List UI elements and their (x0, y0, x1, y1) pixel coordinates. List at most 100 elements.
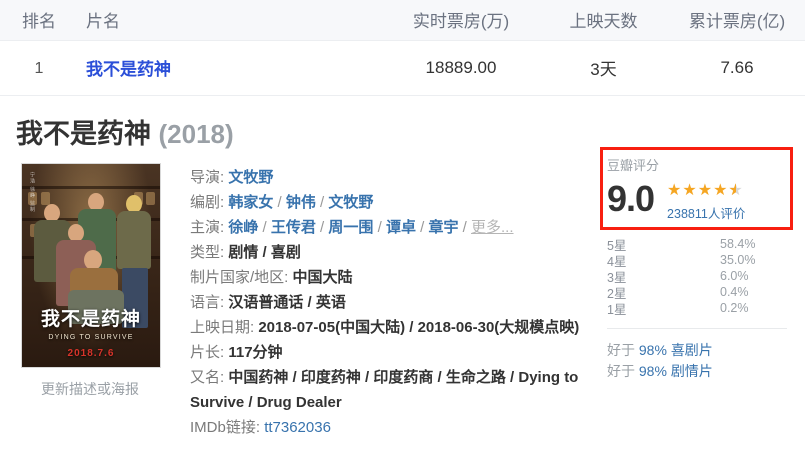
writer-link[interactable]: 文牧野 (328, 194, 374, 211)
rating-distribution: 5星 58.4% 4星 35.0% 3星 6.0% 2星 0.4% 1星 0.2… (607, 236, 797, 317)
cell-rank: 1 (0, 40, 78, 96)
better-than-section: 好于 98% 喜剧片 好于 98% 剧情片 (607, 340, 797, 382)
cast-more-link[interactable]: 更多... (471, 219, 514, 236)
rating-side: ★★★★★ 238811人评价 (667, 180, 745, 222)
genre-value: 剧情 / 喜剧 (228, 244, 301, 261)
box-office-table: 排名 片名 实时票房(万) 上映天数 累计票房(亿) 1 我不是药神 18889… (0, 0, 805, 96)
aka-label: 又名: (190, 369, 225, 386)
runtime-value: 117分钟 (228, 344, 283, 361)
info-row-language: 语言: 汉语普通话 / 英语 (190, 290, 590, 315)
writer-link[interactable]: 钟伟 (285, 194, 316, 211)
info-row-aka: 又名: 中国药神 / 印度药神 / 印度药商 / 生命之路 / Dying to… (190, 365, 590, 415)
director-link[interactable]: 文牧野 (228, 169, 274, 186)
distribution-percent: 6.0% (720, 269, 749, 283)
cast-link[interactable]: 徐峥 (228, 219, 259, 236)
distribution-bar-track (635, 288, 715, 297)
better-than-prefix: 好于 (607, 342, 635, 358)
genre-label: 类型: (190, 244, 225, 261)
column-header-realtime: 实时票房(万) (376, 0, 546, 41)
distribution-row[interactable]: 5星 58.4% (607, 236, 797, 253)
writer-link[interactable]: 韩家女 (228, 194, 274, 211)
poster-jar (41, 192, 50, 205)
distribution-percent: 35.0% (720, 253, 756, 267)
release-date-label: 上映日期: (190, 319, 255, 336)
country-label: 制片国家/地区: (190, 269, 289, 286)
poster-title-cn: 我不是药神 (40, 309, 141, 330)
cell-film-name: 我不是药神 (78, 40, 376, 96)
imdb-link[interactable]: tt7362036 (264, 419, 331, 436)
cell-days-released: 3天 (546, 40, 661, 96)
cell-total-boxoffice: 7.66 (661, 40, 805, 96)
rating-score: 9.0 (607, 178, 655, 219)
cast-link[interactable]: 章宇 (428, 219, 459, 236)
better-than-prefix: 好于 (607, 363, 635, 379)
info-row-cast: 主演: 徐峥 / 王传君 / 周一围 / 谭卓 / 章宇 / 更多... (190, 219, 514, 236)
writer-label: 编剧: (190, 194, 225, 211)
poster-side-credits: 宁浩 徐峥 监制 (29, 172, 35, 213)
poster-character-legs (122, 268, 148, 328)
distribution-bar-track (635, 272, 715, 281)
table-header: 排名 片名 实时票房(万) 上映天数 累计票房(亿) (0, 0, 805, 41)
distribution-row[interactable]: 4星 35.0% (607, 252, 797, 269)
better-than-percent[interactable]: 98% (638, 363, 667, 379)
director-label: 导演: (190, 169, 225, 186)
movie-title-link[interactable]: 我不是药神 (86, 60, 171, 79)
distribution-bar-track (635, 304, 715, 313)
star-full-icon: ★ (667, 182, 683, 199)
rating-panel: 豆瓣评分 9.0 ★★★★★ 238811人评价 5星 58.4% 4星 35.… (607, 155, 797, 382)
rating-main: 9.0 ★★★★★ 238811人评价 (607, 180, 797, 222)
info-row-runtime: 片长: 117分钟 (190, 340, 590, 365)
table-row: 1 我不是药神 18889.00 3天 7.66 (0, 40, 805, 96)
poster-release-date: 2018.7.6 (67, 348, 115, 359)
poster-character-head (44, 204, 60, 222)
distribution-row[interactable]: 1星 0.2% (607, 300, 797, 317)
country-value: 中国大陆 (292, 269, 353, 286)
cast-label: 主演: (190, 219, 225, 236)
release-date-value: 2018-07-05(中国大陆) / 2018-06-30(大规模点映) (258, 319, 580, 336)
poster-jar (28, 192, 37, 205)
better-than-genre[interactable]: 喜剧片 (670, 342, 713, 358)
cast-link[interactable]: 谭卓 (385, 219, 416, 236)
table-header-row: 排名 片名 实时票房(万) 上映天数 累计票房(亿) (0, 0, 805, 41)
movie-title-text: 我不是药神 (16, 119, 151, 149)
rating-count-link[interactable]: 238811人评价 (667, 207, 746, 221)
cast-link[interactable]: 周一围 (328, 219, 374, 236)
movie-info-column: 导演: 文牧野 编剧: 韩家女 / 钟伟 / 文牧野 主演: 徐峥 / 王传君 … (176, 163, 590, 440)
column-header-rank: 排名 (0, 0, 78, 41)
better-than-percent[interactable]: 98% (638, 342, 667, 358)
poster-jar (146, 192, 155, 205)
poster-character-legs (68, 290, 124, 324)
poster-title-en: DYING TO SURVIVE (48, 334, 134, 341)
distribution-label: 1星 (607, 302, 627, 317)
column-header-days: 上映天数 (546, 0, 661, 41)
star-rating-icon: ★★★★★ (667, 182, 745, 200)
poster-column: 宁浩 徐峥 监制 我不是药神 DYING TO SURVIVE 2018.7.6… (16, 163, 176, 399)
movie-year: (2018) (158, 119, 234, 149)
poster-character-body (117, 211, 151, 269)
cast-link[interactable]: 王传君 (270, 219, 316, 236)
distribution-percent: 0.2% (720, 301, 749, 315)
section-divider (607, 328, 787, 329)
distribution-bar-track (635, 240, 715, 249)
movie-poster-image[interactable]: 宁浩 徐峥 监制 我不是药神 DYING TO SURVIVE 2018.7.6 (21, 163, 161, 368)
star-full-icon: ★ (713, 182, 729, 199)
column-header-total: 累计票房(亿) (661, 0, 805, 41)
better-than-row: 好于 98% 剧情片 (607, 361, 797, 382)
distribution-label: 5星 (607, 238, 627, 253)
info-row-release-date: 上映日期: 2018-07-05(中国大陆) / 2018-06-30(大规模点… (190, 315, 590, 340)
info-row-imdb: IMDb链接: tt7362036 (190, 415, 590, 440)
distribution-row[interactable]: 2星 0.4% (607, 284, 797, 301)
info-row-writer: 编剧: 韩家女 / 钟伟 / 文牧野 (190, 194, 374, 211)
info-row-director: 导演: 文牧野 (190, 165, 590, 190)
info-row-country: 制片国家/地区: 中国大陆 (190, 265, 590, 290)
imdb-label: IMDb链接: (190, 419, 261, 436)
aka-value: 中国药神 / 印度药神 / 印度药商 / 生命之路 / Dying to Sur… (190, 369, 579, 411)
update-poster-link[interactable]: 更新描述或海报 (41, 381, 139, 397)
distribution-row[interactable]: 3星 6.0% (607, 268, 797, 285)
better-than-genre[interactable]: 剧情片 (670, 363, 713, 379)
language-value: 汉语普通话 / 英语 (228, 294, 346, 311)
rank-value: 1 (34, 59, 44, 77)
poster-character-head (126, 195, 142, 213)
column-header-film-name: 片名 (78, 0, 376, 41)
star-half-icon: ★ (728, 182, 743, 200)
